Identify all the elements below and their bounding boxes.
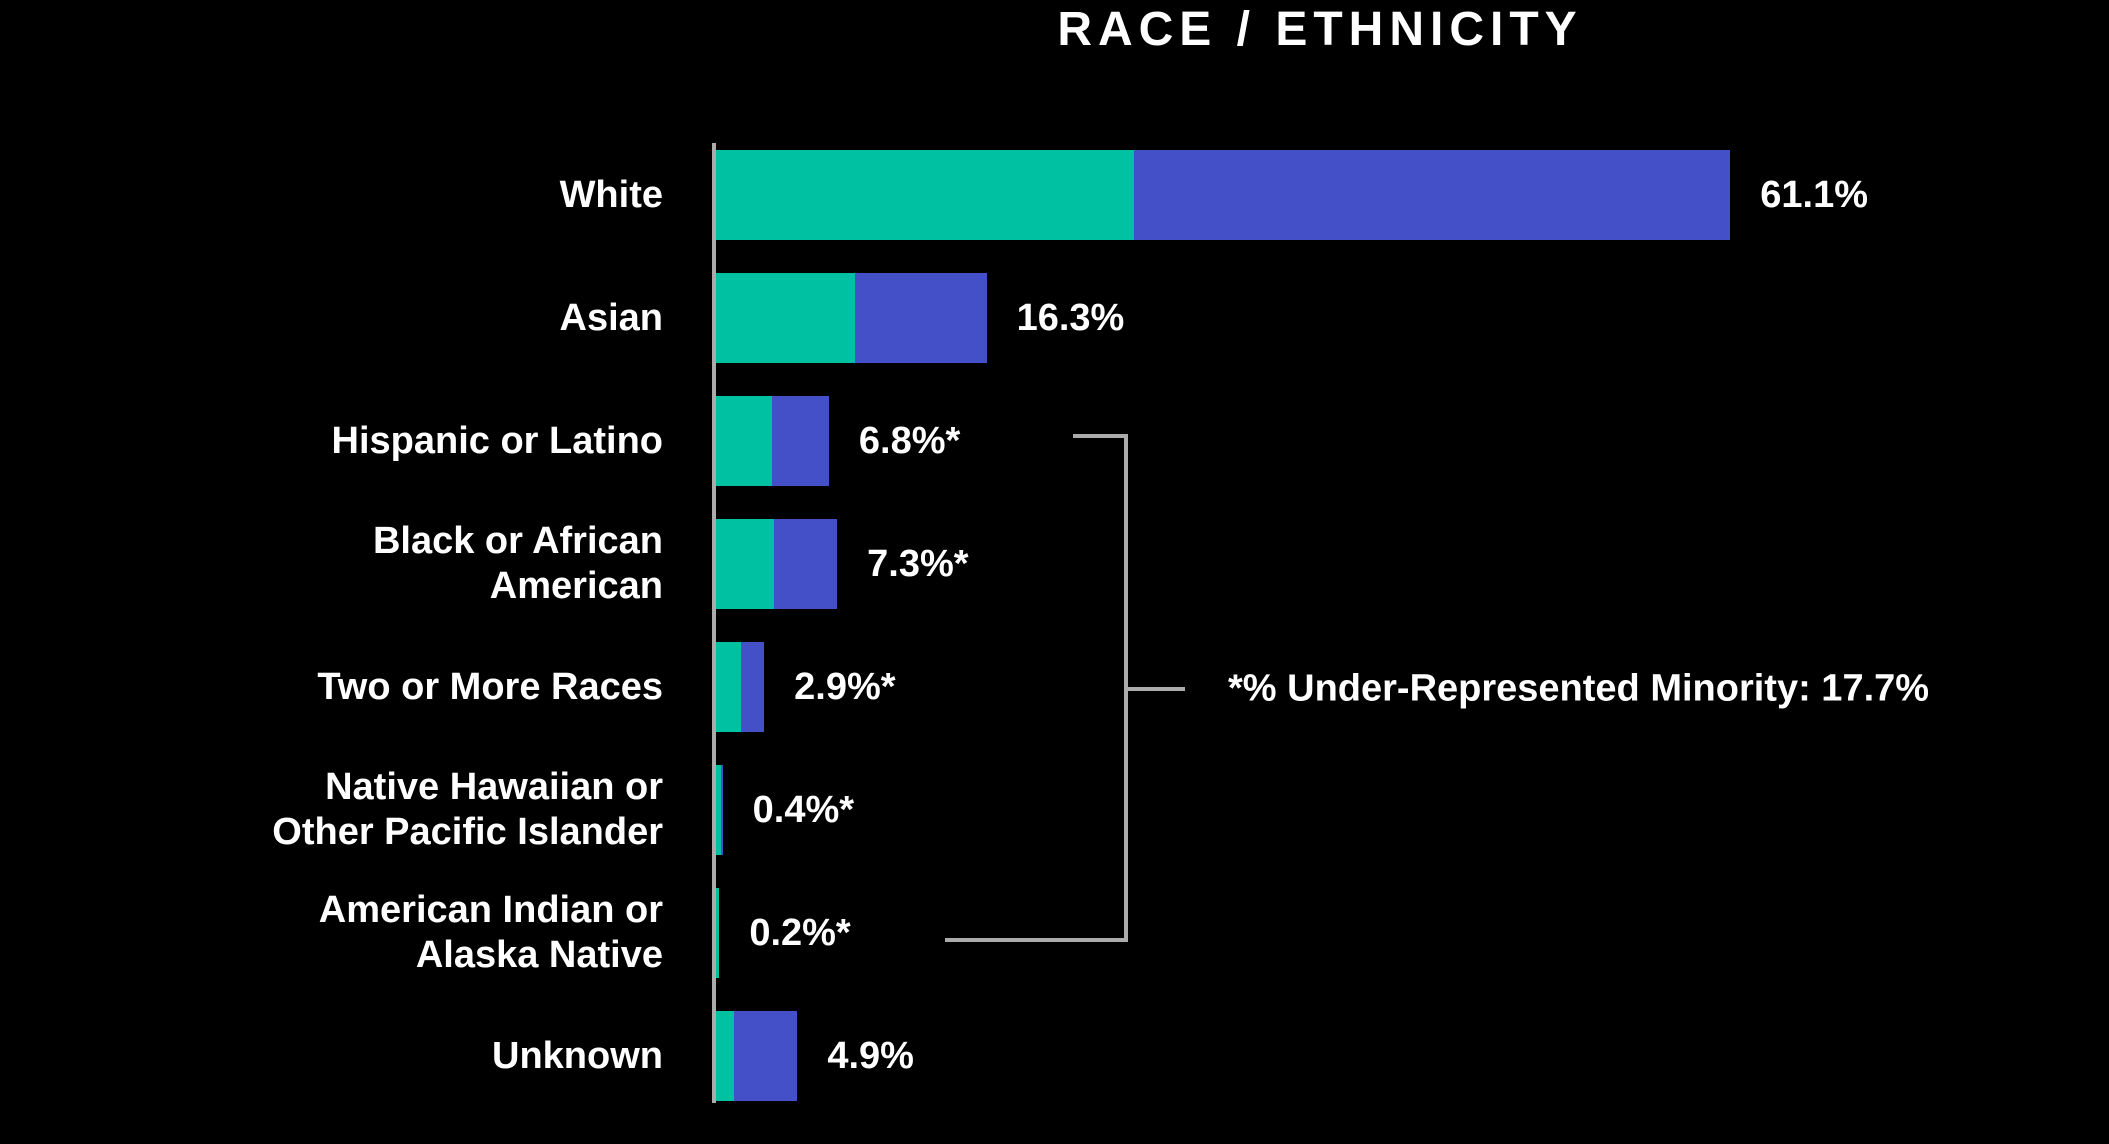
urm-annotation: *% Under-Represented Minority: 17.7% — [1228, 667, 1930, 710]
bar — [716, 1011, 798, 1101]
value-label: 6.8%* — [858, 419, 961, 462]
category-label: Asian — [559, 296, 663, 339]
category-label: Black or African American — [372, 520, 663, 607]
urm-bracket-tick — [1128, 687, 1185, 691]
chart-row: Unknown 4.9% — [0, 1011, 2109, 1101]
bar-segment-teal — [716, 642, 741, 732]
bar-segment-blue — [720, 765, 723, 855]
category-label: White — [559, 173, 663, 216]
chart-row: White 61.1% — [0, 150, 2109, 240]
bar — [716, 765, 723, 855]
chart-row: Hispanic or Latino 6.8%* — [0, 396, 2109, 486]
value-label: 2.9%* — [794, 665, 896, 708]
value-label: 61.1% — [1760, 173, 1868, 216]
bar-segment-blue — [740, 642, 765, 732]
bar — [716, 642, 765, 732]
value-label: 16.3% — [1016, 296, 1125, 339]
bar-segment-teal — [716, 273, 856, 363]
value-label: 0.4%* — [752, 788, 855, 831]
category-label: Native Hawaiian or Other Pacific Islande… — [272, 766, 663, 853]
bar — [716, 519, 838, 609]
category-label: Hispanic or Latino — [331, 419, 663, 462]
bar — [716, 396, 829, 486]
value-label: 0.2%* — [749, 911, 851, 954]
bar — [716, 150, 1731, 240]
bar — [716, 888, 720, 978]
chart-row: Black or African American 7.3%* — [0, 519, 2109, 609]
urm-bracket-top — [1073, 434, 1128, 438]
urm-bracket-bottom — [945, 938, 1128, 942]
bar-segment-teal — [716, 150, 1135, 240]
bar-segment-blue — [1134, 150, 1731, 240]
y-axis-line — [712, 143, 716, 1103]
bar-segment-teal — [716, 1011, 735, 1101]
chart-row: Two or More Races 2.9%* — [0, 642, 2109, 732]
value-label: 4.9% — [827, 1034, 914, 1077]
bar-segment-teal — [716, 396, 773, 486]
chart-row: American Indian or Alaska Native 0.2%* — [0, 888, 2109, 978]
bar-segment-blue — [774, 519, 838, 609]
category-label: Two or More Races — [317, 665, 663, 708]
bar-segment-blue — [734, 1011, 798, 1101]
bar-segment-blue — [772, 396, 829, 486]
bar-segment-teal — [716, 888, 720, 978]
bar-segment-teal — [716, 765, 721, 855]
bar-segment-blue — [855, 273, 987, 363]
category-label: Unknown — [492, 1034, 663, 1077]
urm-bracket-vertical — [1124, 434, 1128, 942]
chart-row: Asian 16.3% — [0, 273, 2109, 363]
bar — [716, 273, 987, 363]
category-label: American Indian or Alaska Native — [318, 889, 663, 976]
chart-title: RACE / ETHNICITY — [1057, 3, 1583, 56]
bar-segment-teal — [716, 519, 775, 609]
chart-row: Native Hawaiian or Other Pacific Islande… — [0, 765, 2109, 855]
value-label: 7.3%* — [867, 542, 969, 585]
